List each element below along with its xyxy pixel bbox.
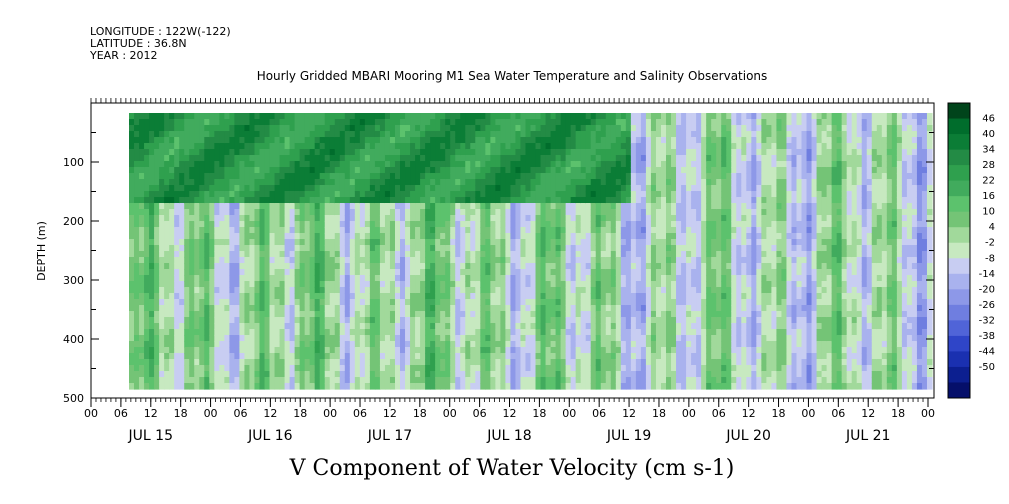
colorbar-label: 10 [982,207,995,218]
day-label: JUL 16 [247,428,293,444]
colorbar-swatch [948,289,970,306]
x-tick-label: 06 [592,407,606,420]
y-tick-label: 100 [63,156,84,169]
colorbar-label: -20 [979,284,995,295]
colorbar-label: -14 [979,269,995,280]
x-tick-label: 18 [532,407,546,420]
x-tick-label: 06 [712,407,726,420]
x-tick-label: 06 [353,407,367,420]
x-tick-label: 00 [84,407,98,420]
colorbar-swatch [948,118,970,135]
colorbar: 46 40 34 28 22 16 10 4 -2 -8 -14 -20 -26 -32 -38 -44 -50 [947,102,995,399]
x-axis: 00 06 12 18 00 06 12 18 00 06 12 18 00 06 12 18 00 06 12 18… [84,398,935,444]
colorbar-label: 22 [982,176,995,187]
x-tick-label: 18 [174,407,188,420]
x-axis-title: V Component of Water Velocity (cm s-1) [289,456,735,481]
y-axis: 100 200 300 400 500 [63,132,934,405]
x-tick-label: 00 [443,407,457,420]
colorbar-swatch [948,366,970,383]
x-tick-label: 00 [562,407,576,420]
colorbar-label: -2 [985,238,995,249]
colorbar-swatch [948,149,970,166]
x-tick-label: 12 [861,407,875,420]
x-tick-label: 18 [772,407,786,420]
colorbar-label: 4 [989,222,995,233]
longitude-label: LONGITUDE : 122W(-122) [90,25,231,38]
x-tick-label: 18 [891,407,905,420]
x-tick-label: 12 [383,407,397,420]
colorbar-label: 34 [982,145,995,156]
y-tick-label: 400 [63,333,84,346]
heatmap-field [129,113,933,390]
colorbar-swatch [948,165,970,182]
colorbar-swatch [948,382,970,399]
colorbar-swatch [948,351,970,368]
colorbar-swatch [948,227,970,244]
x-tick-label: 06 [233,407,247,420]
colorbar-swatch [948,134,970,151]
year-label: YEAR : 2012 [89,49,158,62]
day-label: JUL 21 [845,428,890,444]
x-tick-label: 00 [204,407,218,420]
x-tick-label: 06 [473,407,487,420]
x-tick-label: 18 [413,407,427,420]
colorbar-swatch [948,211,970,228]
x-tick-label: 00 [323,407,337,420]
colorbar-swatch [948,242,970,259]
x-tick-label: 12 [503,407,517,420]
colorbar-swatch [948,304,970,321]
colorbar-label: -32 [979,315,995,326]
day-label: JUL 17 [367,428,412,444]
day-label: JUL 19 [606,428,651,444]
x-tick-label: 06 [831,407,845,420]
colorbar-label: 16 [982,191,995,202]
colorbar-label: -44 [979,346,995,357]
day-label: JUL 18 [486,428,531,444]
x-tick-label: 00 [921,407,935,420]
colorbar-label: -26 [979,300,995,311]
y-axis-label: DEPTH (m) [35,221,48,281]
colorbar-swatch [948,196,970,213]
colorbar-label: 40 [982,129,995,140]
colorbar-swatch [948,320,970,337]
chart-title: Hourly Gridded MBARI Mooring M1 Sea Wate… [257,69,768,83]
colorbar-swatch [948,180,970,197]
x-tick-label: 00 [801,407,815,420]
x-tick-label: 06 [114,407,128,420]
x-tick-label: 18 [652,407,666,420]
colorbar-label: -50 [979,362,995,373]
x-tick-label: 00 [682,407,696,420]
x-tick-label: 12 [144,407,158,420]
colorbar-swatch [948,103,970,120]
colorbar-label: 46 [982,114,995,125]
y-tick-label: 200 [63,215,84,228]
colorbar-label: 28 [982,160,995,171]
colorbar-label: -38 [979,331,995,342]
latitude-label: LATITUDE : 36.8N [90,37,187,50]
day-label: JUL 20 [725,428,770,444]
x-tick-label: 12 [263,407,277,420]
day-label: JUL 15 [128,428,173,444]
colorbar-swatch [948,335,970,352]
y-tick-label: 500 [63,392,84,405]
colorbar-swatch [948,258,970,275]
colorbar-swatch [948,273,970,290]
y-tick-label: 300 [63,274,84,287]
x-tick-label: 12 [622,407,636,420]
colorbar-label: -8 [985,253,995,264]
x-tick-label: 18 [293,407,307,420]
x-tick-label: 12 [742,407,756,420]
